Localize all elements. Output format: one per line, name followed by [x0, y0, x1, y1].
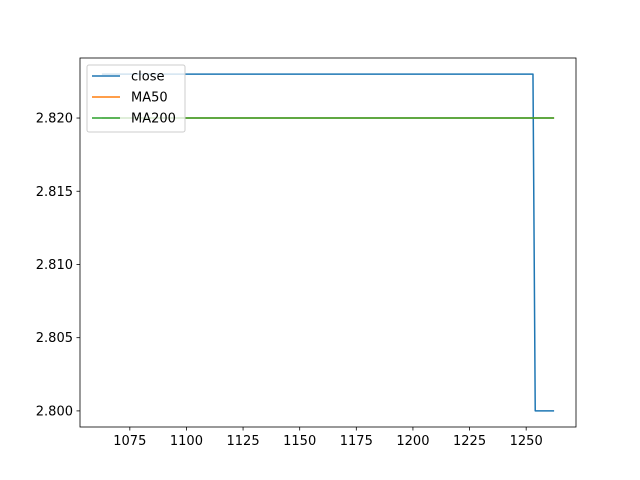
x-axis: 1075 1100 1125 1150 1175 1200 1225 1250: [113, 427, 543, 449]
x-tick-label: 1150: [283, 434, 316, 449]
y-tick-label: 2.800: [36, 404, 73, 419]
x-tick-label: 1075: [113, 434, 146, 449]
x-tick-label: 1125: [227, 434, 260, 449]
legend-label-ma200: MA200: [131, 112, 176, 127]
legend-label-ma50: MA50: [131, 91, 168, 106]
legend-frame: [86, 64, 186, 133]
x-tick-label: 1175: [340, 434, 373, 449]
x-tick-label: 1225: [453, 434, 486, 449]
y-axis: 2.800 2.805 2.810 2.815 2.820: [36, 112, 80, 419]
plot-frame: [79, 57, 577, 428]
x-tick-label: 1250: [510, 434, 543, 449]
y-tick-label: 2.820: [36, 112, 73, 127]
y-tick-label: 2.810: [36, 258, 73, 273]
y-tick-label: 2.815: [36, 185, 73, 200]
series-line-close: [101, 73, 555, 412]
x-tick-label: 1200: [396, 434, 429, 449]
legend: close MA50 MA200: [86, 64, 186, 133]
x-tick-label: 1100: [170, 434, 203, 449]
y-tick-label: 2.805: [36, 331, 73, 346]
legend-label-close: close: [131, 70, 164, 85]
